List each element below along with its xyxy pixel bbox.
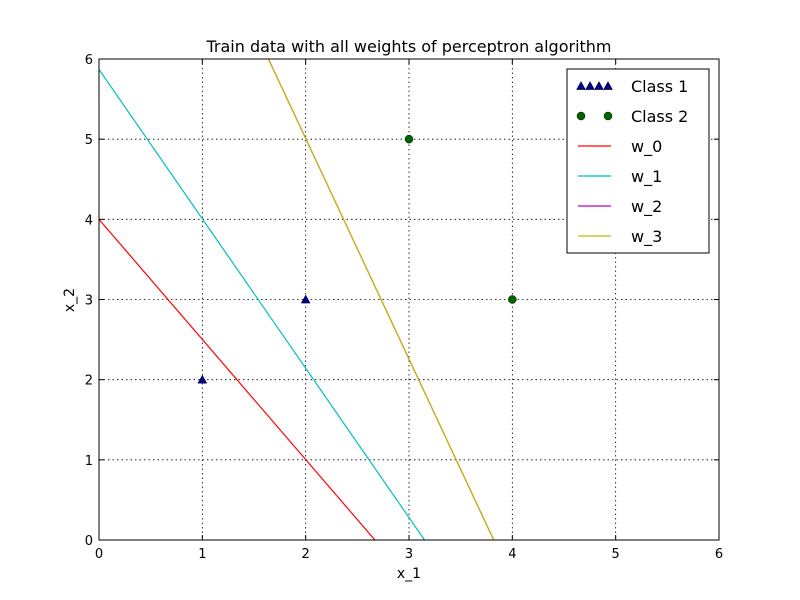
legend: Class 1 Class 2 w_0 w_1 w_2 w_3 xyxy=(566,68,710,254)
x-tick-label: 3 xyxy=(405,547,413,562)
data-points xyxy=(197,134,517,384)
line-w-3 xyxy=(267,59,495,540)
legend-label-class-2: Class 2 xyxy=(631,107,688,126)
x-tick-label: 5 xyxy=(612,547,620,562)
axis-ticks: 0 1 2 3 4 5 6 0 1 2 3 4 5 6 xyxy=(85,53,723,562)
legend-marker-class-1 xyxy=(594,81,604,90)
class-2-point xyxy=(508,295,517,304)
x-tick-label: 1 xyxy=(198,547,206,562)
line-w-0 xyxy=(99,218,376,540)
y-tick-label: 6 xyxy=(85,53,93,68)
class-1-point xyxy=(197,374,208,384)
legend-label-w-2: w_2 xyxy=(631,197,662,217)
chart-title: Train data with all weights of perceptro… xyxy=(205,37,611,56)
legend-marker-class-2 xyxy=(603,111,613,121)
legend-label-w-3: w_3 xyxy=(631,227,662,247)
x-axis-label: x_1 xyxy=(397,566,421,582)
legend-marker-class-2 xyxy=(576,111,586,121)
x-tick-label: 6 xyxy=(715,547,723,562)
legend-marker-class-1 xyxy=(603,81,613,90)
y-tick-label: 5 xyxy=(85,133,93,148)
legend-box xyxy=(566,68,710,254)
class-2-point xyxy=(404,134,414,144)
legend-label-class-1: Class 1 xyxy=(631,77,688,96)
legend-marker-class-1 xyxy=(576,81,586,90)
class-1-point xyxy=(300,294,311,304)
x-tick-label: 2 xyxy=(302,547,310,562)
weight-lines xyxy=(99,59,495,540)
x-tick-label: 0 xyxy=(95,547,103,562)
y-tick-label: 3 xyxy=(85,294,93,309)
y-tick-label: 4 xyxy=(85,213,93,228)
line-w-1 xyxy=(99,69,425,540)
y-tick-label: 2 xyxy=(85,374,93,389)
y-tick-label: 1 xyxy=(85,454,93,469)
legend-label-w-0: w_0 xyxy=(631,137,662,157)
y-tick-label: 0 xyxy=(85,534,93,549)
y-axis-label: x_2 xyxy=(62,288,78,312)
legend-marker-class-1 xyxy=(585,81,595,90)
legend-label-w-1: w_1 xyxy=(631,167,662,187)
x-tick-label: 4 xyxy=(508,547,516,562)
